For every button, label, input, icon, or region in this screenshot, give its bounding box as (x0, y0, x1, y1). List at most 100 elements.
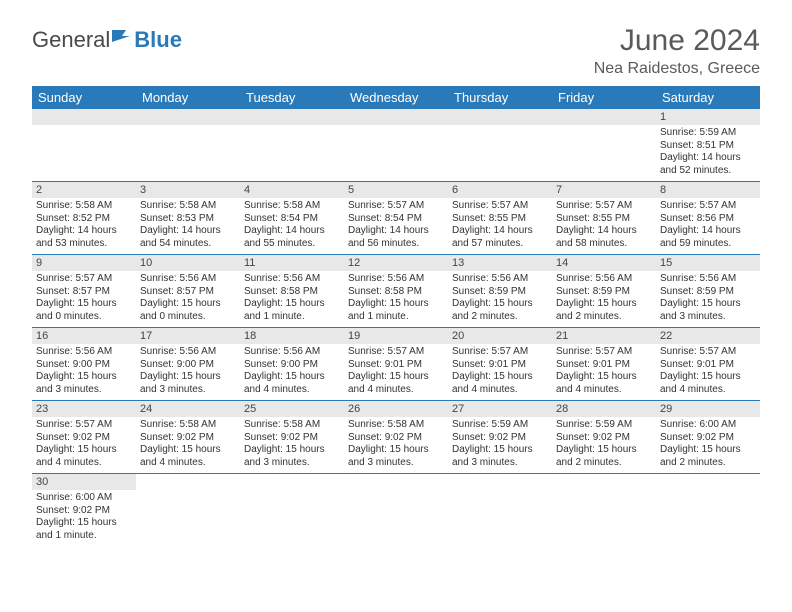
calendar-body: 1Sunrise: 5:59 AMSunset: 8:51 PMDaylight… (32, 109, 760, 546)
calendar-cell (448, 109, 552, 182)
calendar-cell: 18Sunrise: 5:56 AMSunset: 9:00 PMDayligh… (240, 328, 344, 401)
sunset-text: Sunset: 9:02 PM (452, 432, 548, 445)
sunset-text: Sunset: 8:54 PM (244, 213, 340, 226)
day-content: Sunrise: 5:58 AMSunset: 8:54 PMDaylight:… (240, 198, 344, 254)
sunset-text: Sunset: 9:02 PM (36, 505, 132, 518)
calendar-cell: 6Sunrise: 5:57 AMSunset: 8:55 PMDaylight… (448, 182, 552, 255)
daylight-text: Daylight: 15 hours and 1 minute. (36, 517, 132, 542)
daylight-text: Daylight: 15 hours and 3 minutes. (36, 371, 132, 396)
day-number: 25 (240, 401, 344, 417)
header: General Blue June 2024 Nea Raidestos, Gr… (32, 24, 760, 78)
day-number: 2 (32, 182, 136, 198)
day-number: 18 (240, 328, 344, 344)
sunset-text: Sunset: 9:02 PM (36, 432, 132, 445)
calendar-row: 2Sunrise: 5:58 AMSunset: 8:52 PMDaylight… (32, 182, 760, 255)
day-content: Sunrise: 5:57 AMSunset: 8:54 PMDaylight:… (344, 198, 448, 254)
sunrise-text: Sunrise: 5:57 AM (452, 346, 548, 359)
calendar-cell (344, 474, 448, 547)
day-content: Sunrise: 5:59 AMSunset: 9:02 PMDaylight:… (552, 417, 656, 473)
calendar-cell: 10Sunrise: 5:56 AMSunset: 8:57 PMDayligh… (136, 255, 240, 328)
day-content: Sunrise: 6:00 AMSunset: 9:02 PMDaylight:… (32, 490, 136, 546)
day-number: 4 (240, 182, 344, 198)
daylight-text: Daylight: 15 hours and 2 minutes. (660, 444, 756, 469)
sunrise-text: Sunrise: 5:58 AM (244, 200, 340, 213)
day-number: 14 (552, 255, 656, 271)
day-content: Sunrise: 5:56 AMSunset: 8:57 PMDaylight:… (136, 271, 240, 327)
day-number: 1 (656, 109, 760, 125)
day-number: 20 (448, 328, 552, 344)
empty-daynum (32, 109, 136, 125)
calendar-cell: 3Sunrise: 5:58 AMSunset: 8:53 PMDaylight… (136, 182, 240, 255)
daylight-text: Daylight: 14 hours and 54 minutes. (140, 225, 236, 250)
daylight-text: Daylight: 15 hours and 4 minutes. (348, 371, 444, 396)
calendar-cell (240, 474, 344, 547)
daylight-text: Daylight: 14 hours and 58 minutes. (556, 225, 652, 250)
calendar-cell: 19Sunrise: 5:57 AMSunset: 9:01 PMDayligh… (344, 328, 448, 401)
calendar-cell (136, 109, 240, 182)
daylight-text: Daylight: 14 hours and 57 minutes. (452, 225, 548, 250)
sunrise-text: Sunrise: 5:57 AM (452, 200, 548, 213)
daylight-text: Daylight: 14 hours and 59 minutes. (660, 225, 756, 250)
calendar-cell: 11Sunrise: 5:56 AMSunset: 8:58 PMDayligh… (240, 255, 344, 328)
sunrise-text: Sunrise: 5:56 AM (244, 273, 340, 286)
day-content: Sunrise: 5:59 AMSunset: 9:02 PMDaylight:… (448, 417, 552, 473)
day-number: 21 (552, 328, 656, 344)
daylight-text: Daylight: 15 hours and 4 minutes. (660, 371, 756, 396)
sunset-text: Sunset: 8:59 PM (452, 286, 548, 299)
day-number: 13 (448, 255, 552, 271)
day-number: 6 (448, 182, 552, 198)
sunset-text: Sunset: 8:55 PM (452, 213, 548, 226)
sunset-text: Sunset: 8:54 PM (348, 213, 444, 226)
calendar-cell (136, 474, 240, 547)
calendar-cell: 7Sunrise: 5:57 AMSunset: 8:55 PMDaylight… (552, 182, 656, 255)
sunrise-text: Sunrise: 5:58 AM (244, 419, 340, 432)
sunrise-text: Sunrise: 5:58 AM (140, 200, 236, 213)
day-content: Sunrise: 5:57 AMSunset: 8:55 PMDaylight:… (552, 198, 656, 254)
day-content: Sunrise: 5:58 AMSunset: 8:53 PMDaylight:… (136, 198, 240, 254)
empty-daynum (448, 109, 552, 125)
day-content: Sunrise: 5:57 AMSunset: 8:55 PMDaylight:… (448, 198, 552, 254)
calendar-cell: 8Sunrise: 5:57 AMSunset: 8:56 PMDaylight… (656, 182, 760, 255)
daylight-text: Daylight: 15 hours and 2 minutes. (556, 444, 652, 469)
sunset-text: Sunset: 8:51 PM (660, 140, 756, 153)
day-content: Sunrise: 5:59 AMSunset: 8:51 PMDaylight:… (656, 125, 760, 181)
sunrise-text: Sunrise: 5:56 AM (348, 273, 444, 286)
sunset-text: Sunset: 8:57 PM (140, 286, 236, 299)
day-content: Sunrise: 5:57 AMSunset: 9:01 PMDaylight:… (656, 344, 760, 400)
day-content: Sunrise: 5:56 AMSunset: 9:00 PMDaylight:… (136, 344, 240, 400)
day-content: Sunrise: 5:57 AMSunset: 9:01 PMDaylight:… (552, 344, 656, 400)
sunset-text: Sunset: 9:00 PM (244, 359, 340, 372)
calendar-cell: 16Sunrise: 5:56 AMSunset: 9:00 PMDayligh… (32, 328, 136, 401)
weekday-header: Tuesday (240, 86, 344, 109)
sunset-text: Sunset: 8:55 PM (556, 213, 652, 226)
empty-daynum (136, 109, 240, 125)
day-number: 16 (32, 328, 136, 344)
sunrise-text: Sunrise: 5:57 AM (660, 200, 756, 213)
daylight-text: Daylight: 15 hours and 0 minutes. (140, 298, 236, 323)
title-block: June 2024 Nea Raidestos, Greece (594, 24, 760, 78)
sunrise-text: Sunrise: 5:59 AM (452, 419, 548, 432)
calendar-cell (240, 109, 344, 182)
daylight-text: Daylight: 14 hours and 55 minutes. (244, 225, 340, 250)
daylight-text: Daylight: 15 hours and 4 minutes. (556, 371, 652, 396)
sunset-text: Sunset: 8:59 PM (660, 286, 756, 299)
calendar-cell (552, 474, 656, 547)
daylight-text: Daylight: 15 hours and 2 minutes. (452, 298, 548, 323)
calendar-row: 16Sunrise: 5:56 AMSunset: 9:00 PMDayligh… (32, 328, 760, 401)
calendar-cell: 24Sunrise: 5:58 AMSunset: 9:02 PMDayligh… (136, 401, 240, 474)
calendar-row: 30Sunrise: 6:00 AMSunset: 9:02 PMDayligh… (32, 474, 760, 547)
calendar-cell (552, 109, 656, 182)
calendar-cell: 21Sunrise: 5:57 AMSunset: 9:01 PMDayligh… (552, 328, 656, 401)
calendar-cell: 12Sunrise: 5:56 AMSunset: 8:58 PMDayligh… (344, 255, 448, 328)
day-content: Sunrise: 5:57 AMSunset: 9:02 PMDaylight:… (32, 417, 136, 473)
calendar-cell: 1Sunrise: 5:59 AMSunset: 8:51 PMDaylight… (656, 109, 760, 182)
sunrise-text: Sunrise: 5:57 AM (556, 200, 652, 213)
calendar-table: SundayMondayTuesdayWednesdayThursdayFrid… (32, 86, 760, 546)
daylight-text: Daylight: 15 hours and 4 minutes. (140, 444, 236, 469)
calendar-cell: 4Sunrise: 5:58 AMSunset: 8:54 PMDaylight… (240, 182, 344, 255)
sunset-text: Sunset: 8:53 PM (140, 213, 236, 226)
daylight-text: Daylight: 15 hours and 4 minutes. (36, 444, 132, 469)
location: Nea Raidestos, Greece (594, 60, 760, 78)
day-content: Sunrise: 5:56 AMSunset: 8:59 PMDaylight:… (552, 271, 656, 327)
day-content: Sunrise: 5:56 AMSunset: 9:00 PMDaylight:… (240, 344, 344, 400)
